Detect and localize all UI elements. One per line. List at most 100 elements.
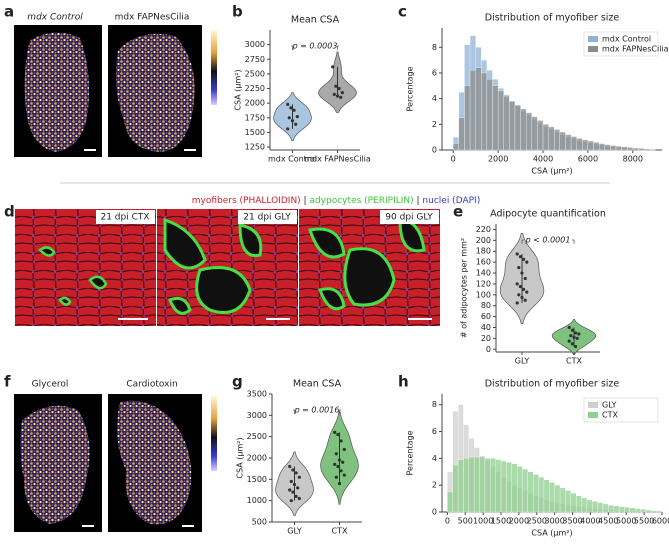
legend-label: GLY bbox=[602, 401, 617, 410]
bar bbox=[592, 501, 598, 513]
y-tick-label: 60 bbox=[481, 312, 491, 321]
x-tick-label: 2500 bbox=[527, 517, 547, 526]
y-tick-label: 500 bbox=[252, 518, 267, 527]
data-point bbox=[334, 475, 338, 479]
bar bbox=[463, 458, 469, 513]
data-point bbox=[331, 65, 335, 69]
bar bbox=[575, 495, 582, 513]
p-value: p = 0.0016 bbox=[294, 406, 340, 415]
bar bbox=[526, 112, 532, 151]
data-point bbox=[333, 462, 337, 466]
data-point bbox=[520, 271, 524, 275]
bar bbox=[629, 507, 636, 513]
panel-letter: h bbox=[398, 373, 409, 391]
bar bbox=[516, 466, 523, 513]
bar bbox=[608, 505, 614, 513]
y-tick-label: 100 bbox=[476, 290, 491, 299]
bar bbox=[638, 148, 645, 151]
bar bbox=[452, 464, 459, 513]
y-tick-label: 20 bbox=[481, 334, 491, 343]
data-point bbox=[292, 482, 297, 487]
data-point bbox=[339, 469, 343, 473]
data-point bbox=[333, 430, 337, 434]
data-point bbox=[336, 464, 340, 469]
image-label: mdx FAPNesCilia bbox=[115, 13, 190, 23]
x-tick-label: 4000 bbox=[533, 155, 553, 164]
bar bbox=[559, 131, 566, 151]
bar bbox=[587, 140, 594, 151]
legend-swatch bbox=[588, 46, 598, 52]
bar bbox=[582, 139, 589, 151]
image-label: 21 dpi GLY bbox=[243, 213, 291, 223]
bar bbox=[597, 502, 604, 513]
bar bbox=[542, 124, 549, 151]
panel-letter: b bbox=[232, 3, 243, 21]
x-tick-label: 4000 bbox=[580, 517, 600, 526]
image-label: 90 dpi GLY bbox=[385, 213, 433, 223]
x-tick-label: 2000 bbox=[488, 155, 508, 164]
x-axis-label: CSA (μm²) bbox=[531, 167, 572, 176]
y-axis-label: CSA (μm²) bbox=[236, 437, 245, 478]
label-box bbox=[380, 210, 439, 224]
y-tick-label: 1750 bbox=[245, 113, 265, 122]
bar bbox=[570, 493, 577, 513]
bar bbox=[602, 503, 609, 513]
data-point bbox=[339, 95, 343, 99]
bar bbox=[586, 499, 593, 513]
stain: nuclei (DAPI) bbox=[422, 196, 480, 206]
y-tick-label: 2000 bbox=[247, 454, 267, 463]
y-tick-label: 80 bbox=[481, 301, 491, 310]
data-point bbox=[515, 301, 519, 305]
legend-label: mdx Control bbox=[602, 35, 651, 44]
bar bbox=[565, 490, 571, 513]
bar bbox=[447, 491, 453, 513]
data-point bbox=[288, 488, 292, 492]
bar bbox=[643, 148, 650, 151]
data-point bbox=[522, 287, 526, 291]
y-tick-label: 1500 bbox=[245, 128, 265, 137]
data-point bbox=[336, 432, 340, 437]
data-point bbox=[517, 293, 521, 297]
bar bbox=[627, 147, 633, 151]
bar bbox=[615, 145, 622, 151]
bar bbox=[514, 104, 521, 151]
data-point bbox=[337, 458, 342, 462]
x-tick-label: CTX bbox=[332, 527, 348, 536]
y-tick-label: 2500 bbox=[245, 69, 265, 78]
p-value: p < 0.0001 bbox=[525, 236, 571, 245]
data-point bbox=[286, 102, 290, 106]
data-point bbox=[334, 84, 338, 88]
bar bbox=[468, 456, 475, 513]
bar bbox=[475, 67, 482, 151]
y-tick-label: 0 bbox=[432, 146, 437, 155]
y-tick-label: 2 bbox=[432, 481, 437, 490]
data-point bbox=[288, 464, 292, 469]
legend-swatch bbox=[588, 36, 598, 42]
y-tick-label: 2 bbox=[432, 120, 437, 129]
y-tick-label: 6 bbox=[432, 68, 437, 77]
legend-swatch bbox=[588, 412, 598, 418]
y-tick-label: 0 bbox=[486, 345, 491, 354]
bar bbox=[511, 463, 518, 513]
data-point bbox=[296, 486, 300, 490]
stain: myofibers (PHALLOIDIN) bbox=[192, 196, 301, 206]
y-tick-label: 2000 bbox=[245, 99, 265, 108]
significance-bracket bbox=[521, 239, 575, 244]
data-point bbox=[337, 482, 342, 486]
y-tick-label: 160 bbox=[476, 258, 491, 267]
image-label: Glycerol bbox=[32, 380, 69, 390]
bar bbox=[645, 509, 652, 513]
bar bbox=[492, 85, 499, 151]
data-point bbox=[342, 447, 346, 452]
x-tick-label: mdx Control bbox=[268, 155, 317, 164]
label-box bbox=[96, 210, 155, 224]
bar bbox=[484, 458, 491, 513]
bar bbox=[610, 145, 617, 151]
stain: adypocytes (PERIPILIN) bbox=[309, 196, 413, 206]
y-axis-label: # of adipocytes per mm² bbox=[460, 238, 469, 338]
legend-box bbox=[583, 397, 659, 423]
y-tick-label: 40 bbox=[481, 323, 491, 332]
bar bbox=[554, 485, 561, 513]
significance-bracket bbox=[293, 409, 341, 414]
adipocytes bbox=[163, 217, 263, 315]
